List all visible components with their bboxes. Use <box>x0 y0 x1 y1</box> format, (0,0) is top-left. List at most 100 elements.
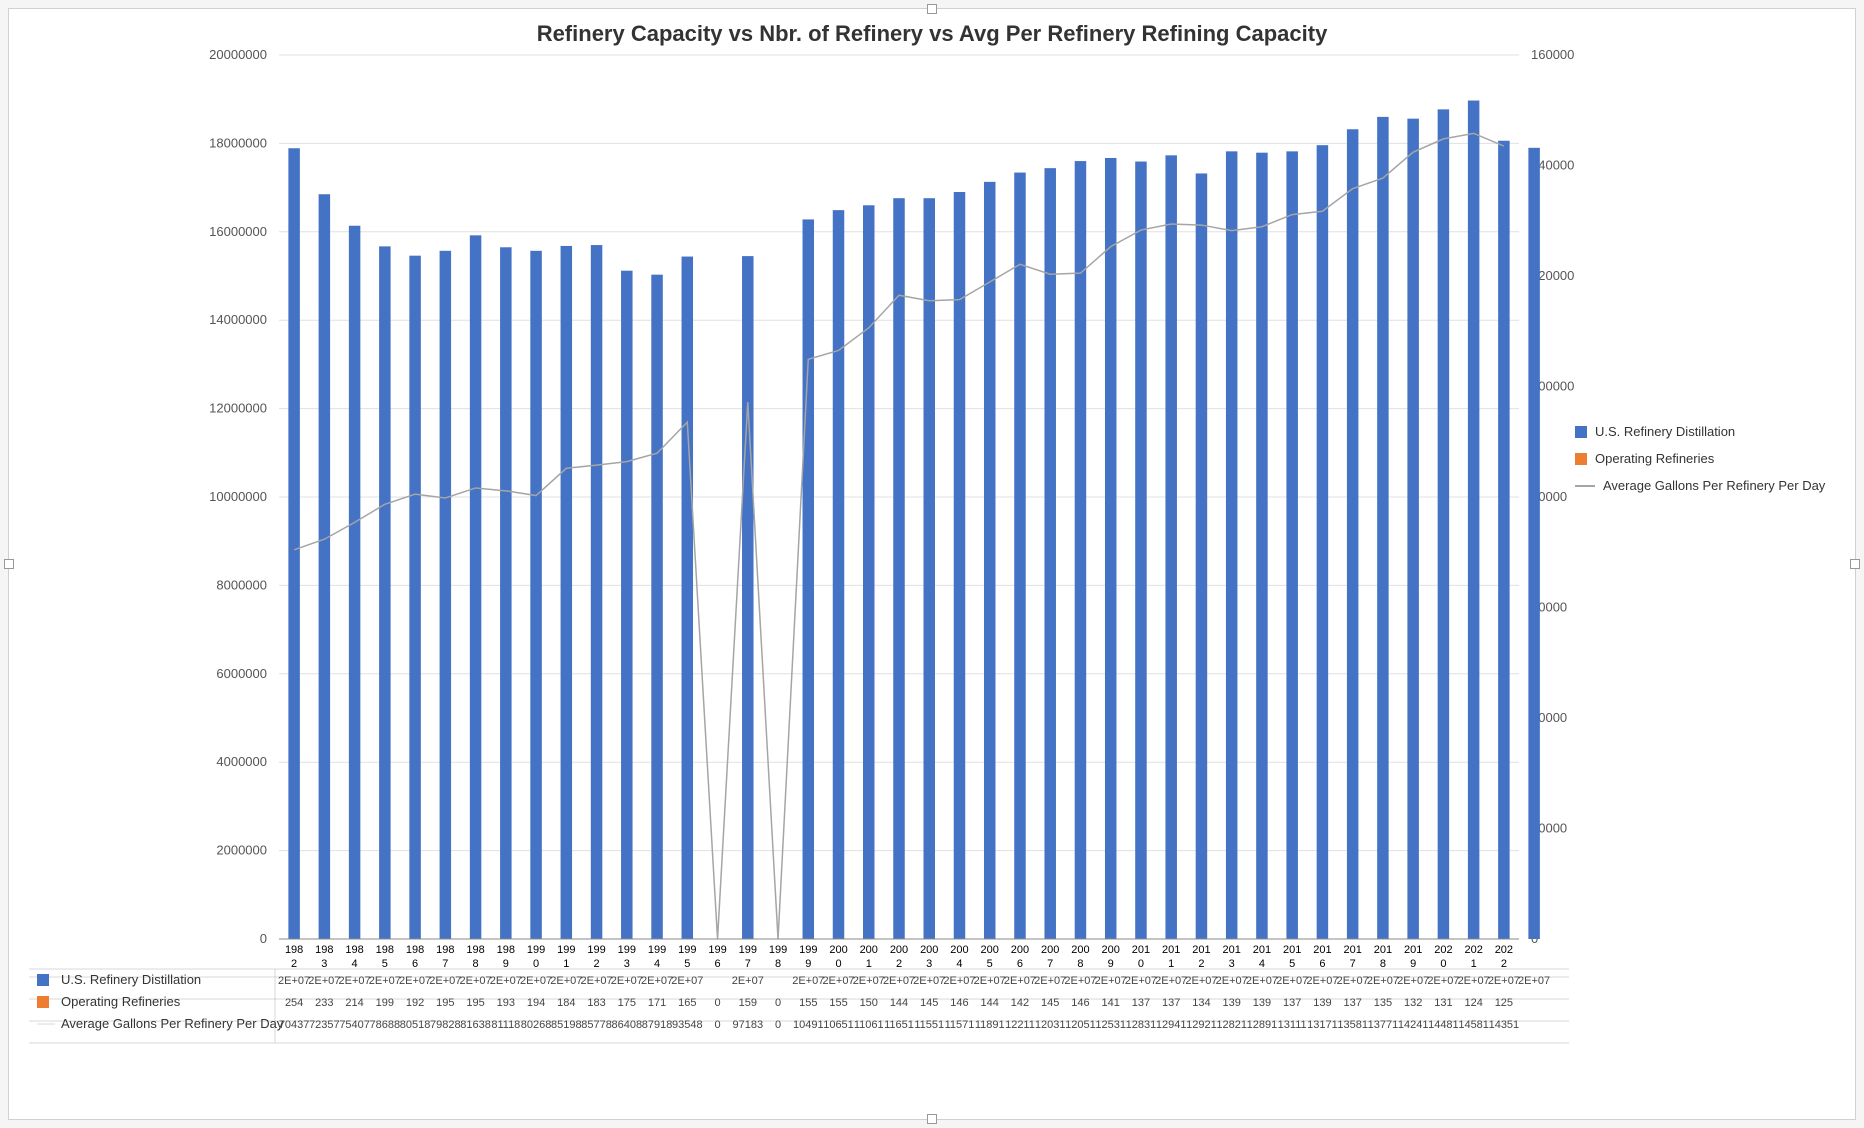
svg-text:202: 202 <box>1464 944 1482 956</box>
svg-text:2E+07: 2E+07 <box>1246 975 1278 987</box>
bar-distillation[interactable] <box>379 246 390 939</box>
bar-distillation[interactable] <box>893 198 904 939</box>
svg-text:200: 200 <box>1102 944 1120 956</box>
svg-text:124: 124 <box>1464 997 1482 1009</box>
resize-handle-right[interactable] <box>1850 559 1860 569</box>
svg-text:12891: 12891 <box>1247 1019 1278 1031</box>
resize-handle-top[interactable] <box>927 4 937 14</box>
bar-distillation[interactable] <box>1377 117 1388 939</box>
bar-distillation[interactable] <box>500 247 511 939</box>
svg-text:201: 201 <box>1404 944 1422 956</box>
svg-text:2E+07: 2E+07 <box>1064 975 1096 987</box>
bar-distillation[interactable] <box>1347 129 1358 939</box>
bar-distillation[interactable] <box>591 245 602 939</box>
svg-text:183: 183 <box>587 997 605 1009</box>
svg-text:2E+07: 2E+07 <box>278 975 310 987</box>
bar-distillation[interactable] <box>1407 119 1418 939</box>
svg-text:200: 200 <box>920 944 938 956</box>
bar-distillation[interactable] <box>621 271 632 939</box>
svg-text:0: 0 <box>533 958 539 970</box>
bar-distillation[interactable] <box>1286 151 1297 939</box>
bar-distillation[interactable] <box>409 256 420 939</box>
legend-swatch-refineries <box>1575 453 1587 465</box>
svg-text:12211: 12211 <box>1005 1019 1035 1031</box>
legend-item-refineries[interactable]: Operating Refineries <box>1575 451 1845 466</box>
bar-distillation[interactable] <box>319 194 330 939</box>
svg-text:12000000: 12000000 <box>209 401 267 416</box>
svg-text:5: 5 <box>382 958 388 970</box>
bar-distillation[interactable] <box>1226 151 1237 939</box>
bar-distillation[interactable] <box>1256 153 1267 939</box>
svg-text:14000000: 14000000 <box>209 312 267 327</box>
svg-text:9: 9 <box>805 958 811 970</box>
svg-text:6: 6 <box>1319 958 1325 970</box>
svg-text:199: 199 <box>799 944 817 956</box>
bar-distillation[interactable] <box>1044 168 1055 939</box>
svg-text:146: 146 <box>1071 997 1089 1009</box>
bar-distillation[interactable] <box>530 251 541 939</box>
svg-text:93548: 93548 <box>672 1019 703 1031</box>
bar-distillation[interactable] <box>561 246 572 939</box>
svg-text:214: 214 <box>345 997 363 1009</box>
svg-text:72357: 72357 <box>309 1019 340 1031</box>
svg-text:2: 2 <box>593 958 599 970</box>
svg-text:200: 200 <box>890 944 908 956</box>
bar-distillation[interactable] <box>803 219 814 939</box>
bar-distillation[interactable] <box>349 226 360 939</box>
svg-text:2E+07: 2E+07 <box>853 975 885 987</box>
bar-distillation[interactable] <box>984 182 995 939</box>
svg-text:2E+07: 2E+07 <box>1337 975 1369 987</box>
bar-distillation[interactable] <box>1528 148 1539 939</box>
svg-text:85778: 85778 <box>581 1019 612 1031</box>
svg-text:Operating Refineries: Operating Refineries <box>61 994 181 1009</box>
bar-distillation[interactable] <box>288 148 299 939</box>
svg-text:1: 1 <box>1168 958 1174 970</box>
svg-text:2000000: 2000000 <box>216 843 267 858</box>
svg-text:2E+07: 2E+07 <box>369 975 401 987</box>
resize-handle-left[interactable] <box>4 559 14 569</box>
svg-text:2: 2 <box>1198 958 1204 970</box>
svg-text:2E+07: 2E+07 <box>1306 975 1338 987</box>
chart-frame: Refinery Capacity vs Nbr. of Refinery vs… <box>8 8 1856 1120</box>
svg-text:199: 199 <box>769 944 787 956</box>
bar-distillation[interactable] <box>742 256 753 939</box>
bar-distillation[interactable] <box>954 192 965 939</box>
bar-distillation[interactable] <box>923 198 934 939</box>
svg-text:8000000: 8000000 <box>216 577 267 592</box>
svg-text:198: 198 <box>285 944 303 956</box>
svg-text:199: 199 <box>557 944 575 956</box>
bar-distillation[interactable] <box>682 257 693 939</box>
svg-text:13171: 13171 <box>1307 1019 1338 1031</box>
bar-distillation[interactable] <box>651 275 662 939</box>
bar-distillation[interactable] <box>1317 145 1328 939</box>
bar-distillation[interactable] <box>1014 173 1025 939</box>
bar-distillation[interactable] <box>833 210 844 939</box>
bar-distillation[interactable] <box>1165 155 1176 939</box>
svg-text:1: 1 <box>866 958 872 970</box>
svg-text:201: 201 <box>1162 944 1180 956</box>
svg-text:201: 201 <box>1132 944 1150 956</box>
svg-text:80518: 80518 <box>400 1019 431 1031</box>
svg-text:2: 2 <box>896 958 902 970</box>
bar-distillation[interactable] <box>1075 161 1086 939</box>
bar-distillation[interactable] <box>863 205 874 939</box>
bar-distillation[interactable] <box>440 251 451 939</box>
svg-text:10000000: 10000000 <box>209 489 267 504</box>
legend-label-refineries: Operating Refineries <box>1595 451 1714 466</box>
svg-text:7: 7 <box>1350 958 1356 970</box>
bar-distillation[interactable] <box>1468 101 1479 939</box>
bar-distillation[interactable] <box>1105 158 1116 939</box>
bar-distillation[interactable] <box>470 235 481 939</box>
svg-text:2E+07: 2E+07 <box>822 975 854 987</box>
svg-text:2E+07: 2E+07 <box>913 975 945 987</box>
legend-item-avg[interactable]: Average Gallons Per Refinery Per Day <box>1575 478 1845 493</box>
svg-text:198: 198 <box>315 944 333 956</box>
bar-distillation[interactable] <box>1498 141 1509 939</box>
legend-item-distillation[interactable]: U.S. Refinery Distillation <box>1575 424 1845 439</box>
bar-distillation[interactable] <box>1438 109 1449 939</box>
bar-distillation[interactable] <box>1135 162 1146 939</box>
svg-text:5: 5 <box>684 958 690 970</box>
svg-text:150: 150 <box>860 997 878 1009</box>
bar-distillation[interactable] <box>1196 173 1207 939</box>
resize-handle-bottom[interactable] <box>927 1114 937 1124</box>
